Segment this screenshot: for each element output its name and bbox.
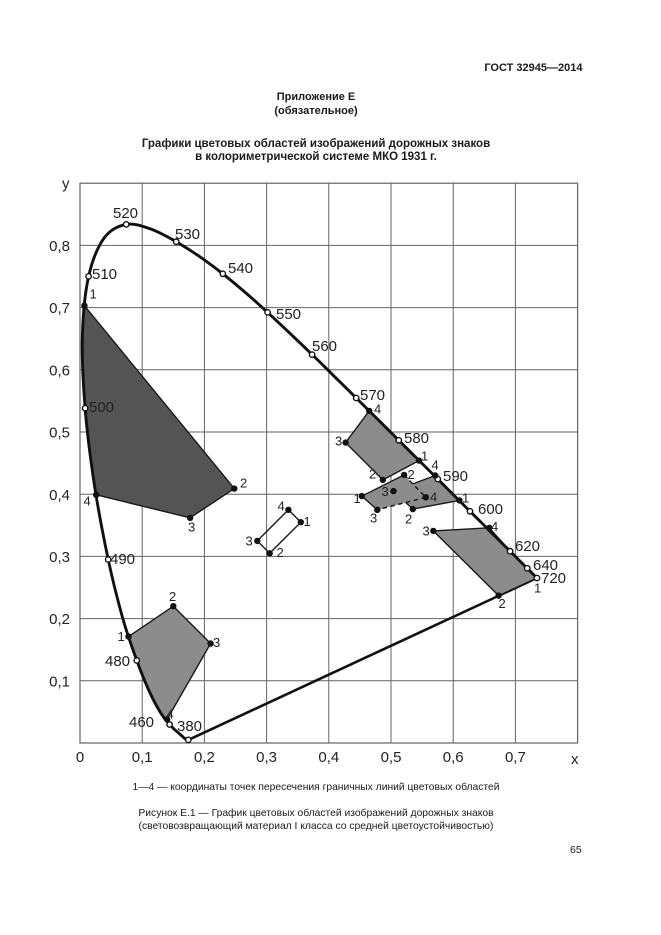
- svg-text:0,1: 0,1: [49, 673, 70, 690]
- svg-text:0: 0: [76, 749, 84, 766]
- svg-text:4: 4: [167, 707, 174, 722]
- svg-text:0,2: 0,2: [194, 749, 215, 766]
- svg-text:620: 620: [515, 538, 540, 555]
- svg-text:4: 4: [430, 490, 437, 505]
- svg-text:640: 640: [533, 557, 558, 574]
- svg-text:x: x: [571, 751, 579, 768]
- svg-text:1: 1: [421, 449, 428, 464]
- svg-text:590: 590: [443, 468, 468, 485]
- svg-text:2: 2: [277, 545, 284, 560]
- svg-text:0,3: 0,3: [49, 549, 70, 566]
- svg-text:1: 1: [534, 581, 541, 596]
- svg-text:4: 4: [278, 499, 285, 514]
- svg-text:3: 3: [423, 524, 430, 539]
- svg-text:0,8: 0,8: [49, 238, 70, 255]
- svg-text:3: 3: [370, 511, 377, 526]
- svg-text:0,4: 0,4: [49, 487, 70, 504]
- svg-text:1: 1: [304, 514, 311, 529]
- svg-text:0,4: 0,4: [318, 749, 339, 766]
- svg-text:2: 2: [240, 476, 247, 491]
- svg-text:1: 1: [462, 491, 469, 506]
- svg-text:2: 2: [499, 596, 506, 611]
- svg-text:3: 3: [335, 434, 342, 449]
- svg-text:0,7: 0,7: [49, 300, 70, 317]
- svg-text:4: 4: [84, 494, 91, 509]
- svg-text:510: 510: [92, 266, 117, 283]
- svg-text:720: 720: [541, 570, 566, 587]
- svg-text:y: y: [62, 176, 70, 193]
- svg-text:0,5: 0,5: [49, 425, 70, 442]
- svg-text:0,6: 0,6: [443, 749, 464, 766]
- svg-text:0,3: 0,3: [256, 749, 277, 766]
- svg-text:4: 4: [374, 402, 381, 417]
- svg-text:3: 3: [213, 635, 220, 650]
- svg-text:1: 1: [118, 629, 125, 644]
- svg-text:2: 2: [405, 512, 412, 527]
- svg-text:550: 550: [276, 306, 301, 323]
- svg-text:580: 580: [404, 430, 429, 447]
- svg-text:3: 3: [382, 484, 389, 499]
- svg-text:1: 1: [354, 491, 361, 506]
- svg-text:540: 540: [228, 260, 253, 277]
- svg-text:3: 3: [246, 534, 253, 549]
- svg-text:480: 480: [105, 653, 130, 670]
- svg-text:0,6: 0,6: [49, 362, 70, 379]
- svg-text:600: 600: [478, 501, 503, 518]
- svg-text:460: 460: [129, 714, 154, 731]
- svg-text:490: 490: [110, 551, 135, 568]
- svg-text:4: 4: [491, 519, 498, 534]
- svg-text:520: 520: [113, 205, 138, 222]
- svg-text:0,1: 0,1: [132, 749, 153, 766]
- svg-text:570: 570: [360, 387, 385, 404]
- svg-text:0,5: 0,5: [381, 749, 402, 766]
- svg-text:530: 530: [175, 226, 200, 243]
- svg-text:380: 380: [177, 718, 202, 735]
- svg-text:3: 3: [188, 520, 195, 535]
- svg-text:2: 2: [169, 589, 176, 604]
- svg-text:1: 1: [90, 287, 97, 302]
- svg-text:560: 560: [312, 338, 337, 355]
- svg-text:0,2: 0,2: [49, 611, 70, 628]
- svg-text:4: 4: [432, 458, 439, 473]
- svg-text:0,7: 0,7: [505, 749, 526, 766]
- svg-text:500: 500: [89, 399, 114, 416]
- svg-text:2: 2: [408, 467, 415, 482]
- svg-text:2: 2: [369, 467, 376, 482]
